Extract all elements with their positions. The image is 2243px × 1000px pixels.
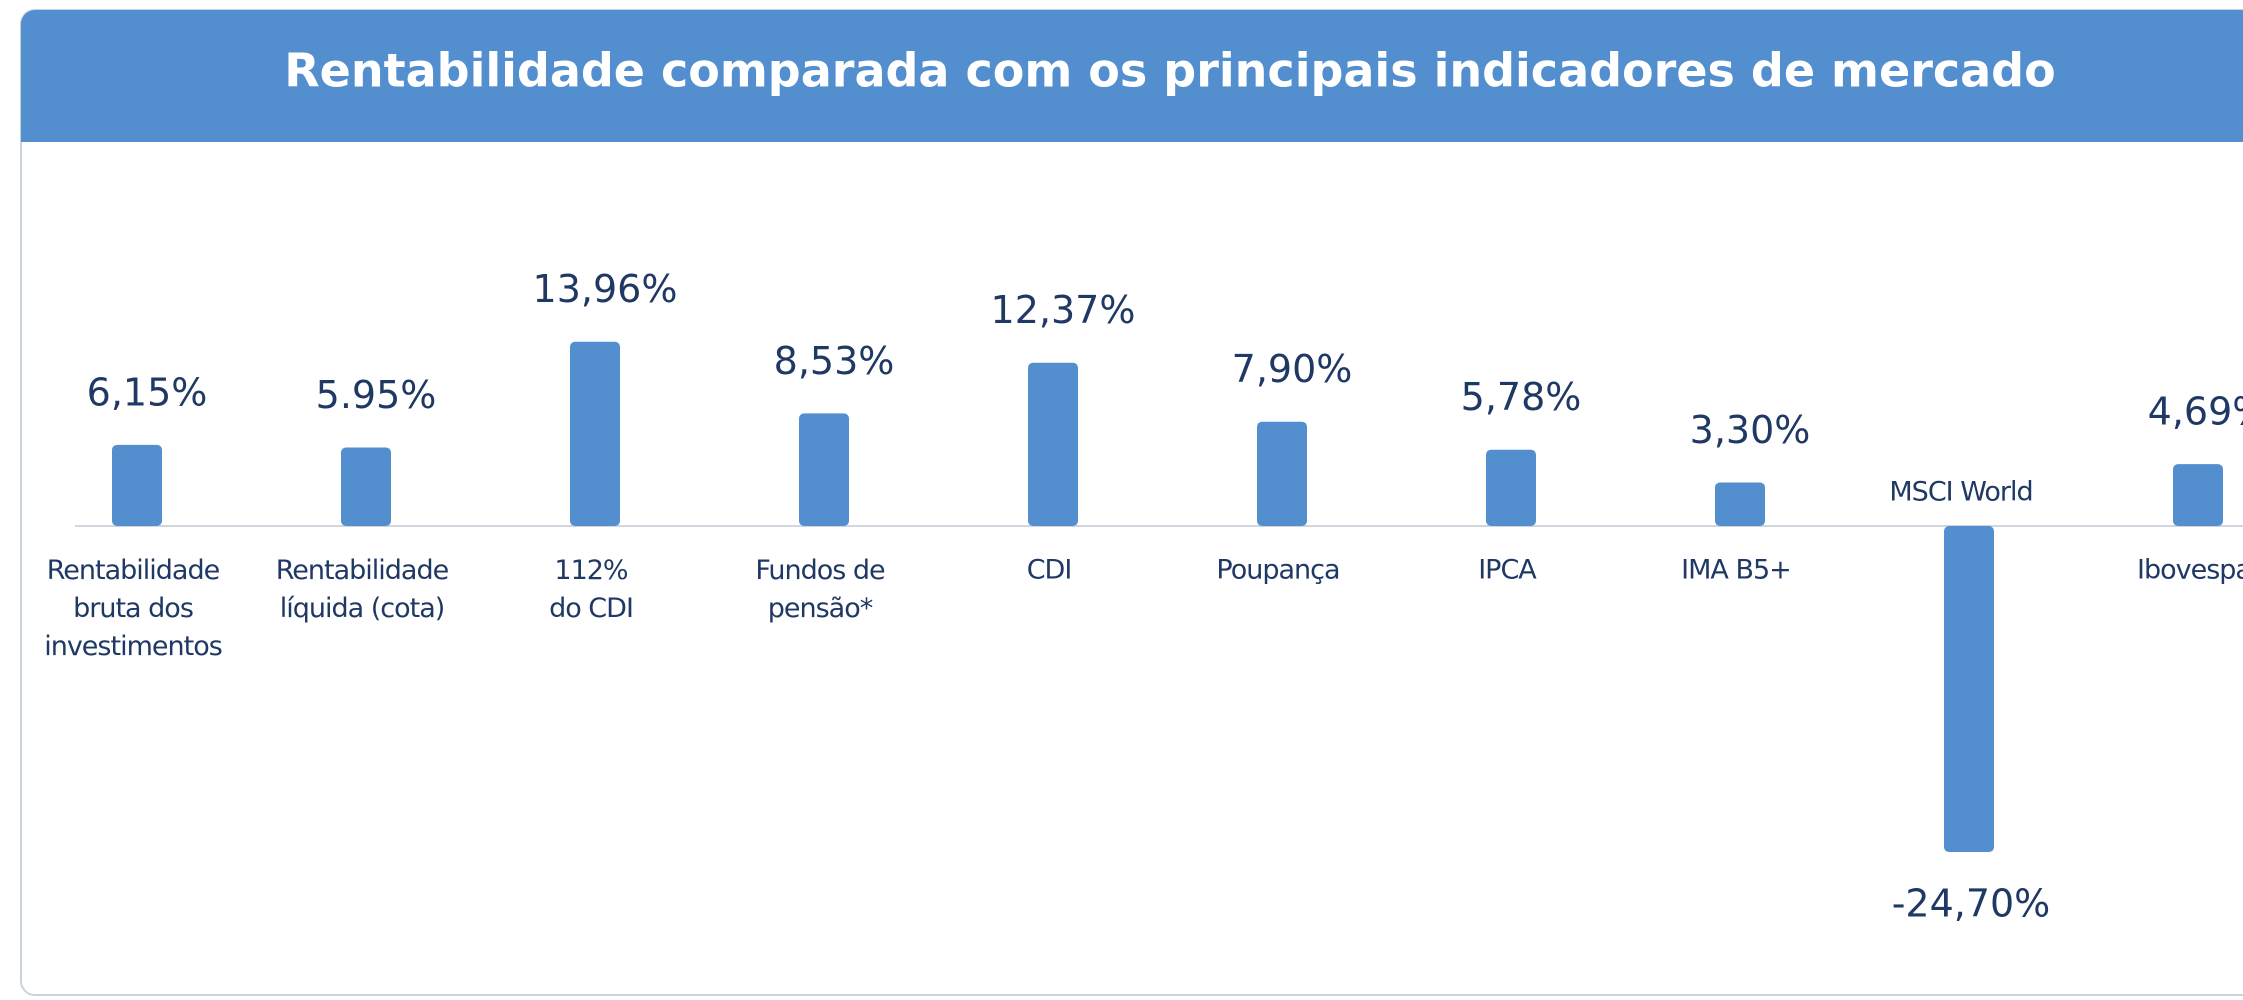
value-label: 13,96%	[533, 267, 678, 311]
value-label: 7,90%	[1232, 347, 1353, 391]
value-label: 6,15%	[87, 370, 208, 414]
value-label: 12,37%	[991, 288, 1136, 332]
bar	[341, 447, 391, 526]
x-tick-label: Rentabilidade bruta dos investimentos	[44, 555, 222, 662]
value-label: -24,70%	[1892, 882, 2051, 926]
bar	[1028, 362, 1078, 526]
x-tick-label: Poupança	[1216, 555, 1339, 586]
x-tick-label: MSCI World	[1889, 477, 2032, 508]
x-tick-label: 112% do CDI	[549, 555, 633, 624]
bar	[1486, 449, 1536, 526]
bar	[799, 413, 849, 526]
x-tick-label: Ibovespa	[2137, 555, 2243, 586]
bar	[1257, 421, 1307, 526]
chart-title: Rentabilidade comparada com os principai…	[284, 44, 2055, 98]
x-tick-label: Rentabilidade líquida (cota)	[276, 555, 449, 624]
bar	[1715, 482, 1765, 526]
bar	[2173, 464, 2223, 526]
bar	[1944, 526, 1994, 853]
value-label: 8,53%	[774, 339, 895, 383]
value-label: 5.95%	[316, 373, 437, 417]
bar	[570, 341, 620, 526]
x-tick-label: CDI	[1027, 555, 1072, 586]
value-label: 5,78%	[1461, 375, 1582, 419]
x-tick-label: IMA B5+	[1681, 555, 1791, 586]
x-tick-label: IPCA	[1478, 555, 1537, 586]
value-label: 3,30%	[1690, 408, 1811, 452]
value-label: 4,69%	[2148, 390, 2243, 434]
header-band	[21, 10, 2243, 142]
x-tick-label: Fundos de pensão*	[755, 555, 885, 624]
bar	[112, 444, 162, 526]
